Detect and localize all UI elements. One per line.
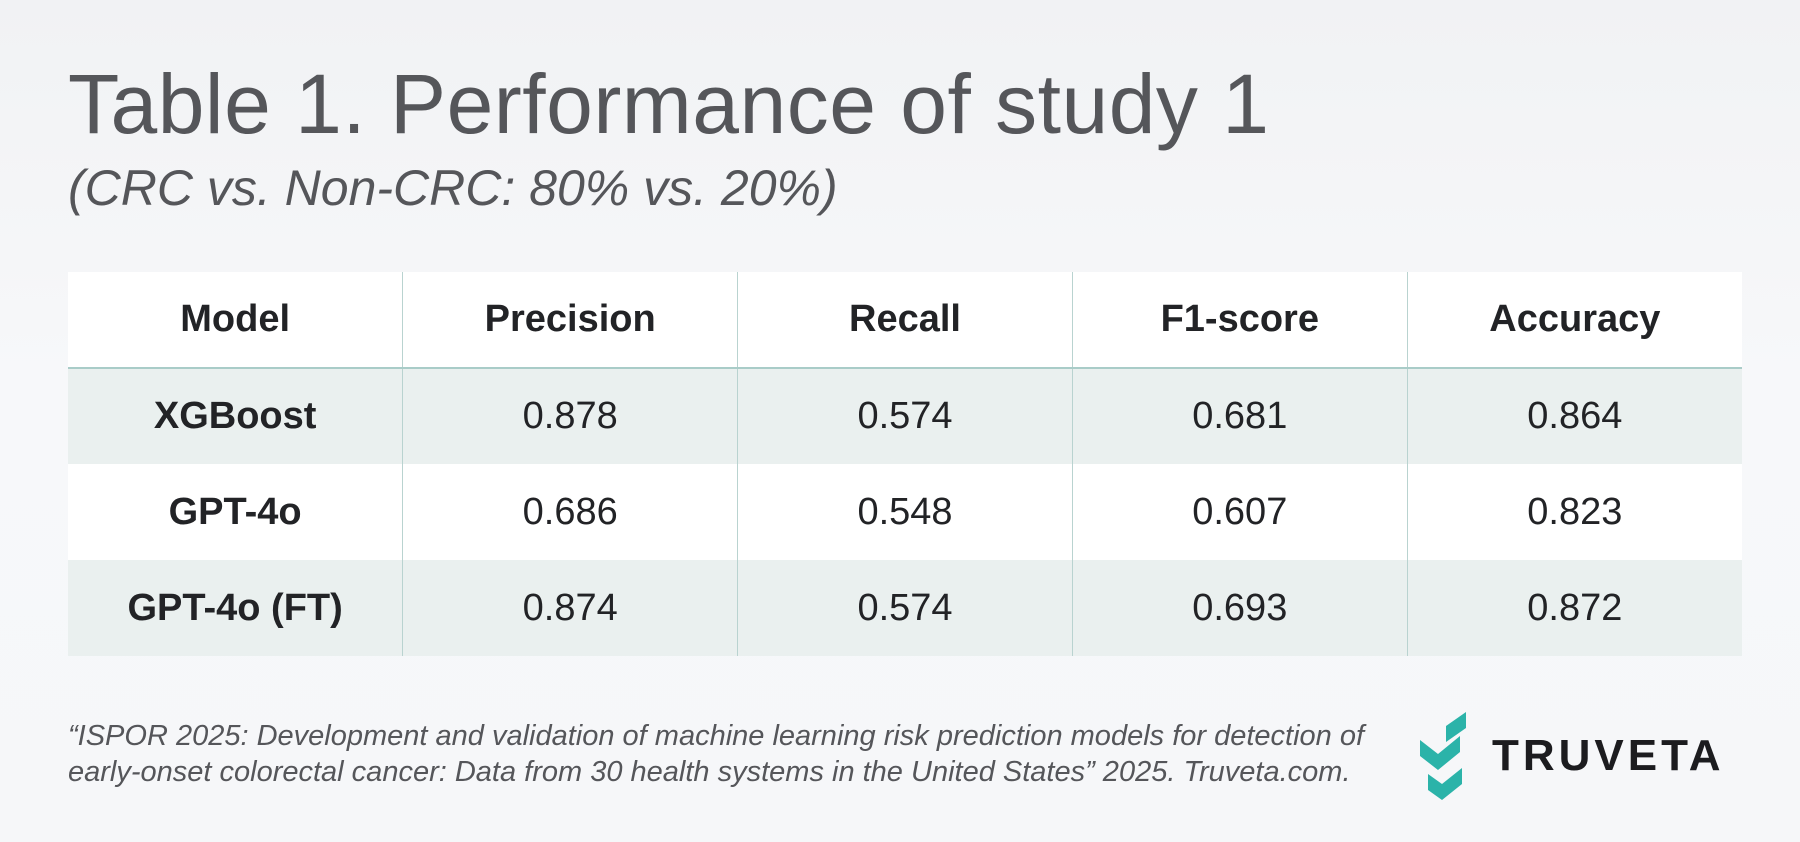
precision-cell: 0.874: [402, 560, 739, 656]
f1-score-cell: 0.681: [1071, 368, 1408, 464]
performance-table: Model Precision Recall F1-score Accuracy…: [68, 272, 1742, 656]
page-subtitle: (CRC vs. Non-CRC: 80% vs. 20%): [68, 160, 838, 216]
table-header-row: Model Precision Recall F1-score Accuracy: [68, 272, 1742, 369]
recall-cell: 0.574: [737, 560, 1073, 656]
model-cell: XGBoost: [68, 368, 404, 464]
truveta-chevron-logo-icon: [1420, 712, 1466, 800]
precision-cell: 0.878: [402, 368, 739, 464]
accuracy-cell: 0.864: [1406, 368, 1742, 464]
model-cell: GPT-4o (FT): [68, 560, 404, 656]
f1-score-cell: 0.607: [1071, 464, 1408, 560]
column-header-model: Model: [68, 272, 404, 369]
column-header-f1-score: F1-score: [1071, 272, 1408, 369]
table-row: GPT-4o 0.686 0.548 0.607 0.823: [68, 464, 1742, 560]
page-title: Table 1. Performance of study 1: [68, 57, 1270, 151]
column-header-accuracy: Accuracy: [1406, 272, 1742, 369]
table-row: XGBoost 0.878 0.574 0.681 0.864: [68, 368, 1742, 464]
precision-cell: 0.686: [402, 464, 739, 560]
column-header-precision: Precision: [402, 272, 739, 369]
logo-wordmark: TRUVETA: [1492, 731, 1725, 780]
recall-cell: 0.548: [737, 464, 1073, 560]
model-cell: GPT-4o: [68, 464, 404, 560]
accuracy-cell: 0.872: [1406, 560, 1742, 656]
accuracy-cell: 0.823: [1406, 464, 1742, 560]
truveta-logo: TRUVETA: [1418, 710, 1725, 802]
column-header-recall: Recall: [737, 272, 1073, 369]
recall-cell: 0.574: [737, 368, 1073, 464]
f1-score-cell: 0.693: [1071, 560, 1408, 656]
source-citation: “ISPOR 2025: Development and validation …: [68, 720, 1365, 788]
table-row: GPT-4o (FT) 0.874 0.574 0.693 0.872: [68, 560, 1742, 656]
performance-table-container: Model Precision Recall F1-score Accuracy…: [68, 272, 1742, 656]
